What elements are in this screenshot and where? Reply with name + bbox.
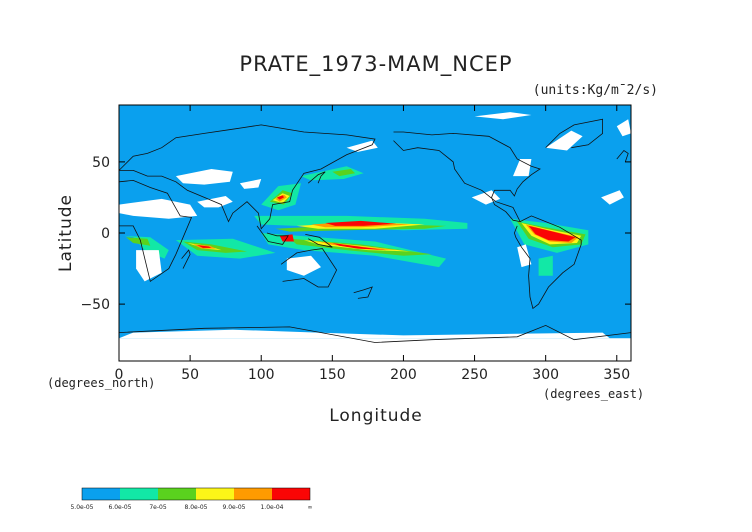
x-tick-label: 100	[248, 367, 275, 383]
precip-region-level-1	[538, 255, 553, 276]
coastline	[305, 234, 333, 248]
missing-data-region	[119, 329, 610, 339]
x-unit-label: (degrees_east)	[543, 387, 644, 401]
y-tick-label: 0	[101, 226, 110, 242]
missing-data-region	[616, 119, 631, 137]
coastline	[513, 215, 582, 310]
colorbar-label: 7e-05	[149, 504, 166, 511]
precip-region-level-2	[332, 169, 356, 177]
missing-data-region	[286, 255, 321, 276]
y-tick-label: 50	[92, 155, 110, 171]
precip-region-level-2	[126, 237, 151, 246]
coastline	[616, 149, 629, 163]
colorbar-swatch	[158, 488, 196, 500]
missing-data-region	[175, 169, 233, 185]
coastline	[119, 124, 376, 230]
precip-region-level-5	[276, 195, 284, 200]
coastline	[280, 248, 338, 288]
y-axis-label: Latitude	[56, 194, 76, 272]
colorbar-label: 9.0e-05	[222, 504, 245, 511]
precip-region-level-5	[197, 245, 212, 248]
field-regions	[123, 166, 589, 276]
chart-title: PRATE_1973-MAM_NCEP	[239, 52, 512, 77]
x-tick-label: 300	[532, 367, 559, 383]
missing-data-region	[136, 250, 162, 282]
coastline	[181, 249, 191, 269]
colorbar-label: 1.0e-04	[260, 504, 283, 511]
x-axis-label: Longitude	[329, 406, 423, 426]
y-tick-label: −50	[80, 297, 110, 313]
missing-data-region	[474, 112, 532, 120]
missing-data-region	[346, 140, 378, 152]
coastline	[256, 225, 289, 245]
colorbar: 5.0e-05 6.0e-05 7e-05 8.0e-05 9.0e-05 1.0e-04…	[70, 487, 313, 511]
y-axis-ticks: −50 0 50	[80, 155, 631, 313]
colorbar-swatch	[120, 488, 158, 500]
x-tick-label: 150	[319, 367, 346, 383]
coastline	[119, 179, 193, 283]
x-tick-label: 0	[115, 367, 124, 383]
missing-data-region	[601, 190, 624, 205]
x-tick-label: 50	[181, 367, 199, 383]
missing-data-regions	[119, 112, 631, 361]
colorbar-label: 5.0e-05	[70, 504, 93, 511]
colorbar-label: ∞	[308, 504, 313, 511]
x-axis-ticks: 0 50 100 150 200 250 300 350	[115, 105, 630, 383]
y-unit-label: (degrees_north)	[47, 376, 155, 390]
plot-area	[118, 104, 632, 362]
units-label: (units:Kg/m¯2/s)	[533, 83, 658, 98]
colorbar-swatch	[234, 488, 272, 500]
x-tick-label: 200	[390, 367, 417, 383]
colorbar-frame	[81, 487, 311, 501]
precip-region-level-5	[325, 220, 397, 226]
missing-data-region	[119, 338, 631, 361]
colorbar-swatch	[196, 488, 234, 500]
colorbar-swatch	[272, 488, 310, 500]
colorbar-label: 8.0e-05	[184, 504, 207, 511]
coastline	[393, 131, 541, 223]
missing-data-region	[545, 130, 583, 151]
precip-region-level-5	[528, 225, 576, 242]
x-tick-label: 350	[603, 367, 630, 383]
coastline	[307, 171, 326, 184]
coastline	[119, 324, 631, 343]
missing-data-region	[517, 244, 532, 268]
colorbar-swatch	[82, 488, 120, 500]
missing-data-region	[513, 159, 532, 177]
coastline	[353, 286, 373, 299]
coastlines	[119, 118, 631, 343]
x-tick-label: 250	[461, 367, 488, 383]
colorbar-label: 6.0e-05	[108, 504, 131, 511]
missing-data-region	[239, 179, 262, 189]
coastline	[545, 118, 603, 149]
precip-region-level-2	[183, 241, 247, 253]
missing-data-region	[119, 198, 198, 219]
